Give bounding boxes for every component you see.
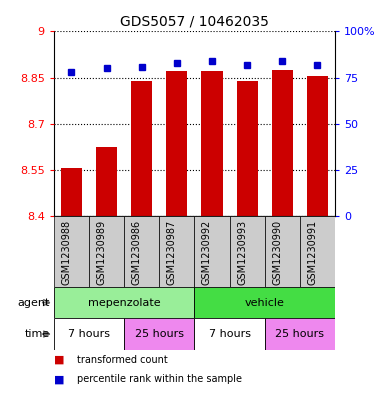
Bar bbox=[236, 81, 258, 216]
Text: GSM1230987: GSM1230987 bbox=[167, 220, 177, 285]
Bar bbox=[229, 216, 265, 287]
Text: transformed count: transformed count bbox=[77, 354, 168, 365]
Text: ■: ■ bbox=[54, 354, 64, 365]
Text: 25 hours: 25 hours bbox=[135, 329, 184, 339]
Bar bbox=[194, 216, 229, 287]
Bar bbox=[272, 70, 293, 216]
Bar bbox=[307, 76, 328, 216]
Bar bbox=[131, 81, 152, 216]
Text: vehicle: vehicle bbox=[245, 298, 285, 308]
Bar bbox=[194, 287, 335, 318]
Bar bbox=[61, 169, 82, 216]
Bar bbox=[264, 318, 335, 350]
Bar bbox=[300, 216, 335, 287]
Text: percentile rank within the sample: percentile rank within the sample bbox=[77, 374, 242, 384]
Text: agent: agent bbox=[18, 298, 50, 308]
Bar bbox=[194, 318, 265, 350]
Bar bbox=[54, 216, 89, 287]
Bar bbox=[264, 216, 300, 287]
Bar bbox=[159, 216, 194, 287]
Text: GSM1230989: GSM1230989 bbox=[97, 220, 107, 285]
Text: time: time bbox=[25, 329, 50, 339]
Bar bbox=[96, 147, 117, 216]
Bar bbox=[201, 72, 223, 216]
Text: 25 hours: 25 hours bbox=[275, 329, 324, 339]
Bar bbox=[54, 318, 124, 350]
Bar bbox=[89, 216, 124, 287]
Bar bbox=[124, 216, 159, 287]
Bar bbox=[54, 287, 194, 318]
Text: GSM1230993: GSM1230993 bbox=[237, 220, 247, 285]
Bar bbox=[124, 318, 194, 350]
Text: GSM1230990: GSM1230990 bbox=[272, 220, 282, 285]
Text: mepenzolate: mepenzolate bbox=[88, 298, 161, 308]
Text: GSM1230992: GSM1230992 bbox=[202, 220, 212, 285]
Text: 7 hours: 7 hours bbox=[209, 329, 251, 339]
Text: GSM1230991: GSM1230991 bbox=[307, 220, 317, 285]
Text: 7 hours: 7 hours bbox=[68, 329, 110, 339]
Text: GSM1230986: GSM1230986 bbox=[132, 220, 142, 285]
Title: GDS5057 / 10462035: GDS5057 / 10462035 bbox=[120, 15, 269, 29]
Bar bbox=[166, 72, 187, 216]
Text: ■: ■ bbox=[54, 374, 64, 384]
Text: GSM1230988: GSM1230988 bbox=[62, 220, 72, 285]
